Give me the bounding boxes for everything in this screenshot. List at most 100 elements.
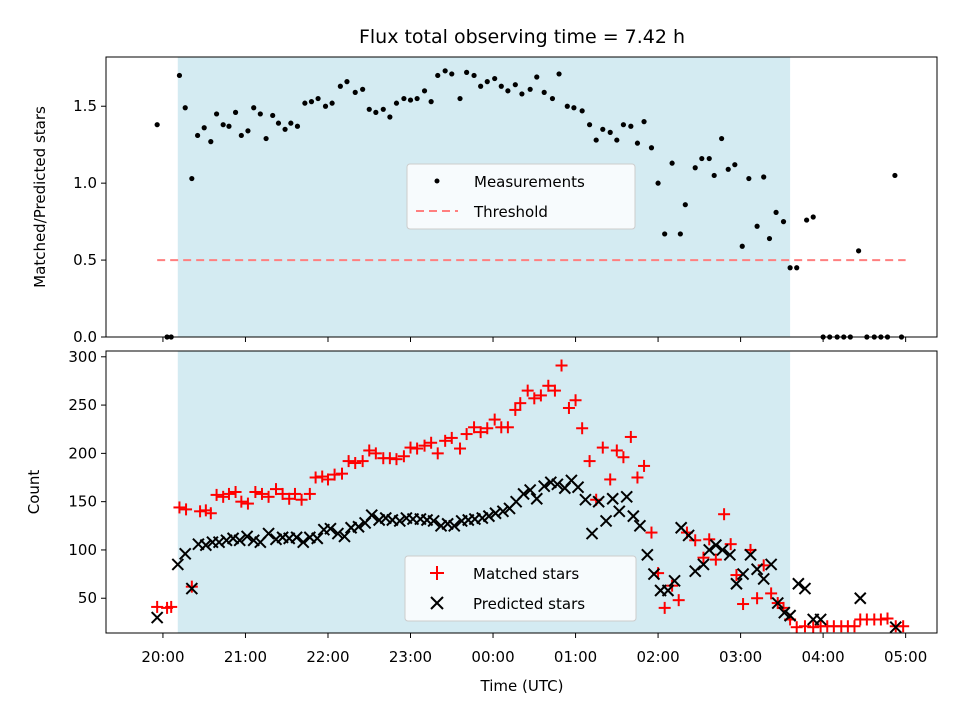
matched-stars-point <box>521 384 534 397</box>
predicted-stars-point <box>668 574 681 588</box>
predicted-stars-point <box>489 507 502 520</box>
predicted-stars-point <box>703 543 716 557</box>
y-tick-label: 50 <box>78 589 97 607</box>
measurement-point <box>787 265 793 271</box>
predicted-stars-point <box>537 479 551 493</box>
predicted-stars-point <box>179 547 192 561</box>
predicted-stars-point <box>393 514 406 528</box>
measurement-point <box>614 137 620 143</box>
measurement-point <box>505 88 511 94</box>
predicted-stars-point <box>641 548 654 561</box>
matched-stars-point <box>542 379 555 392</box>
matched-stars-point <box>204 507 217 520</box>
predicted-stars-point <box>523 483 537 497</box>
measurement-point <box>373 109 379 115</box>
measurement-point <box>773 209 779 215</box>
predicted-stars-point <box>324 522 337 535</box>
measurement-point <box>308 99 315 105</box>
measurement-point <box>329 100 335 106</box>
matched-stars-point <box>316 470 329 483</box>
predicted-stars-point <box>150 611 164 624</box>
x-tick-label: 05:00 <box>884 648 927 666</box>
x-tick-label: 22:00 <box>306 648 349 666</box>
matched-stars-point <box>241 497 254 510</box>
predicted-stars-point <box>482 509 496 523</box>
measurement-point <box>257 111 263 117</box>
predicted-stars-point <box>297 536 310 549</box>
predicted-stars-point <box>592 495 605 508</box>
measurement-point <box>337 83 343 89</box>
matched-stars-point <box>185 580 198 593</box>
measurement-point <box>662 231 668 237</box>
matched-stars-point <box>288 487 301 500</box>
matched-stars-point <box>724 538 737 551</box>
predicted-stars-point <box>185 582 199 595</box>
measurement-point <box>669 160 675 166</box>
measurement-point <box>634 140 641 146</box>
predicted-stars-point <box>290 531 303 544</box>
matched-stars-point <box>596 441 609 454</box>
measurement-point <box>457 95 463 102</box>
matched-stars-point <box>180 503 193 516</box>
predicted-stars-point <box>854 592 867 605</box>
measurement-point <box>213 111 220 117</box>
legend-measurements-marker <box>434 178 440 184</box>
measurement-point <box>692 165 698 171</box>
measurement-point <box>541 89 547 95</box>
matched-stars-point <box>751 592 764 605</box>
measurement-point <box>706 155 712 162</box>
measurement-point <box>725 166 731 172</box>
y-tick-label: 0.0 <box>73 328 97 346</box>
measurement-point <box>498 83 504 89</box>
matched-stars-point <box>624 430 637 443</box>
measurement-point <box>322 103 329 109</box>
matched-stars-point <box>249 486 262 498</box>
measurement-point <box>600 126 606 132</box>
measurement-point <box>620 122 627 128</box>
matched-stars-point <box>881 612 894 625</box>
matched-stars-point <box>737 598 750 611</box>
measurement-point <box>294 123 301 129</box>
matched-stars-point <box>576 422 589 435</box>
measurement-point <box>534 74 540 80</box>
matched-stars-point <box>548 384 561 397</box>
matched-stars-point <box>235 495 248 508</box>
bottom-panel: 50 100 150 200 250 300 20:00 21:00 22:00 23:00 00… <box>25 348 938 695</box>
predicted-stars-point <box>764 558 778 571</box>
bottom-y-axis-label: Count <box>25 470 43 515</box>
measurement-point <box>810 214 816 220</box>
measurement-point <box>484 79 490 85</box>
matched-stars-point <box>583 455 596 468</box>
measurement-point <box>804 217 810 223</box>
measurement-point <box>648 145 655 151</box>
x-tick-label: 04:00 <box>802 648 845 666</box>
matched-stars-point <box>217 490 230 503</box>
y-tick-label: 300 <box>68 348 97 366</box>
matched-stars-point <box>262 490 275 503</box>
measurement-point <box>564 103 570 109</box>
measurement-point <box>421 88 428 94</box>
matched-stars-point <box>672 594 685 607</box>
predicted-stars-point <box>736 567 750 581</box>
measurement-point <box>302 100 308 106</box>
predicted-stars-point <box>599 514 613 528</box>
matched-stars-point <box>439 434 452 447</box>
predicted-stars-point <box>606 492 619 505</box>
measurement-point <box>263 135 269 142</box>
predicted-stars-point <box>262 527 275 540</box>
matched-stars-point <box>481 422 494 435</box>
legend-predicted-label: Predicted stars <box>473 595 585 613</box>
measurement-point <box>435 72 441 79</box>
measurement-point <box>641 119 647 125</box>
matched-stars-point <box>425 436 438 449</box>
y-tick-label: 200 <box>68 444 97 462</box>
matched-stars-point <box>718 508 731 521</box>
predicted-stars-point <box>448 519 461 533</box>
predicted-stars-point <box>311 532 324 545</box>
top-legend: Measurements Threshold <box>406 163 636 230</box>
measurement-point <box>549 95 556 102</box>
x-tick-label: 21:00 <box>224 648 267 666</box>
measurement-point <box>182 105 188 111</box>
measurement-point <box>655 180 661 186</box>
